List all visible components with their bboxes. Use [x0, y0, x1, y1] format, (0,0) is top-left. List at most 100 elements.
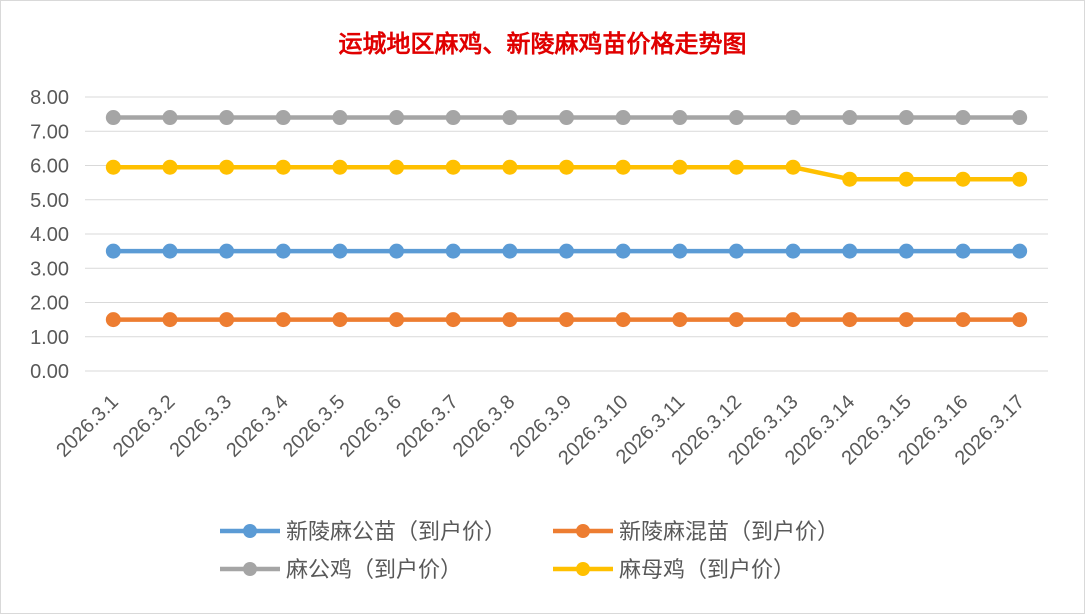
y-tick-label: 2.00: [30, 293, 69, 315]
data-point: [728, 110, 744, 126]
data-point: [445, 243, 461, 259]
legend-marker: [243, 524, 257, 538]
y-tick-label: 1.00: [30, 327, 69, 349]
data-point: [332, 110, 348, 126]
data-point: [445, 110, 461, 126]
series-0: [105, 243, 1028, 259]
data-point: [162, 312, 178, 328]
data-point: [389, 110, 405, 126]
data-point: [672, 243, 688, 259]
data-point: [842, 312, 858, 328]
data-point: [332, 312, 348, 328]
data-point: [105, 312, 121, 328]
legend-marker: [576, 524, 590, 538]
y-axis-ticks: 0.00 1.00 2.00 3.00 4.00 5.00 6.00 7.00 8.00: [30, 87, 69, 383]
legend-label: 麻公鸡（到户价）: [286, 558, 462, 583]
data-point: [275, 243, 291, 259]
data-point: [389, 159, 405, 175]
data-point: [728, 312, 744, 328]
data-point: [615, 110, 631, 126]
x-tick-label: 2026.3.8: [449, 391, 520, 462]
data-point: [275, 159, 291, 175]
data-point: [559, 312, 574, 328]
grid-lines: [85, 96, 1048, 372]
data-point: [332, 159, 348, 175]
data-point: [559, 243, 574, 259]
legend-label: 新陵麻混苗（到户价）: [619, 520, 839, 545]
data-point: [105, 110, 121, 126]
y-tick-label: 6.00: [30, 156, 69, 178]
data-point: [219, 110, 235, 126]
data-point: [728, 243, 744, 259]
data-point: [502, 159, 518, 175]
data-point: [615, 312, 631, 328]
data-point: [955, 110, 971, 126]
data-point: [275, 312, 291, 328]
y-tick-label: 7.00: [30, 121, 69, 143]
chart-title: 运城地区麻鸡、新陵麻鸡苗价格走势图: [338, 29, 747, 58]
data-point: [842, 243, 858, 259]
x-tick-label: 2026.3.6: [335, 391, 406, 462]
data-point: [955, 243, 971, 259]
data-point: [162, 243, 178, 259]
legend-marker: [243, 562, 257, 576]
legend-marker: [576, 562, 590, 576]
data-point: [672, 159, 688, 175]
x-tick-label: 2026.3.4: [222, 391, 293, 462]
data-point: [219, 312, 235, 328]
y-tick-label: 4.00: [30, 224, 69, 246]
y-tick-label: 0.00: [30, 361, 69, 383]
data-point: [559, 159, 574, 175]
data-point: [955, 171, 971, 187]
data-point: [955, 312, 971, 328]
data-point: [615, 243, 631, 259]
data-point: [219, 159, 235, 175]
data-point: [502, 243, 518, 259]
data-point: [1012, 171, 1028, 187]
series-group: [105, 110, 1028, 328]
legend-item: 新陵麻公苗（到户价）: [220, 520, 506, 545]
data-point: [1012, 312, 1028, 328]
data-point: [785, 110, 801, 126]
data-point: [728, 159, 744, 175]
data-point: [559, 110, 574, 126]
data-point: [785, 243, 801, 259]
series-1: [105, 312, 1028, 328]
y-tick-label: 3.00: [30, 258, 69, 280]
data-point: [1012, 243, 1028, 259]
data-point: [842, 171, 858, 187]
legend-label: 麻母鸡（到户价）: [619, 558, 795, 583]
data-point: [672, 312, 688, 328]
data-point: [898, 171, 914, 187]
y-tick-label: 5.00: [30, 190, 69, 212]
data-point: [785, 312, 801, 328]
data-point: [389, 312, 405, 328]
x-tick-label: 2026.3.2: [109, 391, 180, 462]
data-point: [219, 243, 235, 259]
legend-item: 新陵麻混苗（到户价）: [553, 520, 839, 545]
data-point: [672, 110, 688, 126]
data-point: [842, 110, 858, 126]
data-point: [898, 312, 914, 328]
x-axis-ticks: 2026.3.12026.3.22026.3.32026.3.42026.3.5…: [52, 391, 1029, 469]
data-point: [898, 243, 914, 259]
series-3: [105, 159, 1028, 187]
series-2: [105, 110, 1028, 126]
legend-item: 麻母鸡（到户价）: [553, 558, 795, 583]
legend-item: 麻公鸡（到户价）: [220, 558, 462, 583]
data-point: [445, 312, 461, 328]
data-point: [162, 110, 178, 126]
data-point: [785, 159, 801, 175]
legend-label: 新陵麻公苗（到户价）: [286, 520, 506, 545]
data-point: [1012, 110, 1028, 126]
data-point: [445, 159, 461, 175]
data-point: [332, 243, 348, 259]
data-point: [502, 312, 518, 328]
x-tick-label: 2026.3.5: [279, 391, 350, 462]
data-point: [162, 159, 178, 175]
y-tick-label: 8.00: [30, 87, 69, 109]
x-tick-label: 2026.3.7: [392, 391, 463, 462]
data-point: [615, 159, 631, 175]
data-point: [105, 159, 121, 175]
